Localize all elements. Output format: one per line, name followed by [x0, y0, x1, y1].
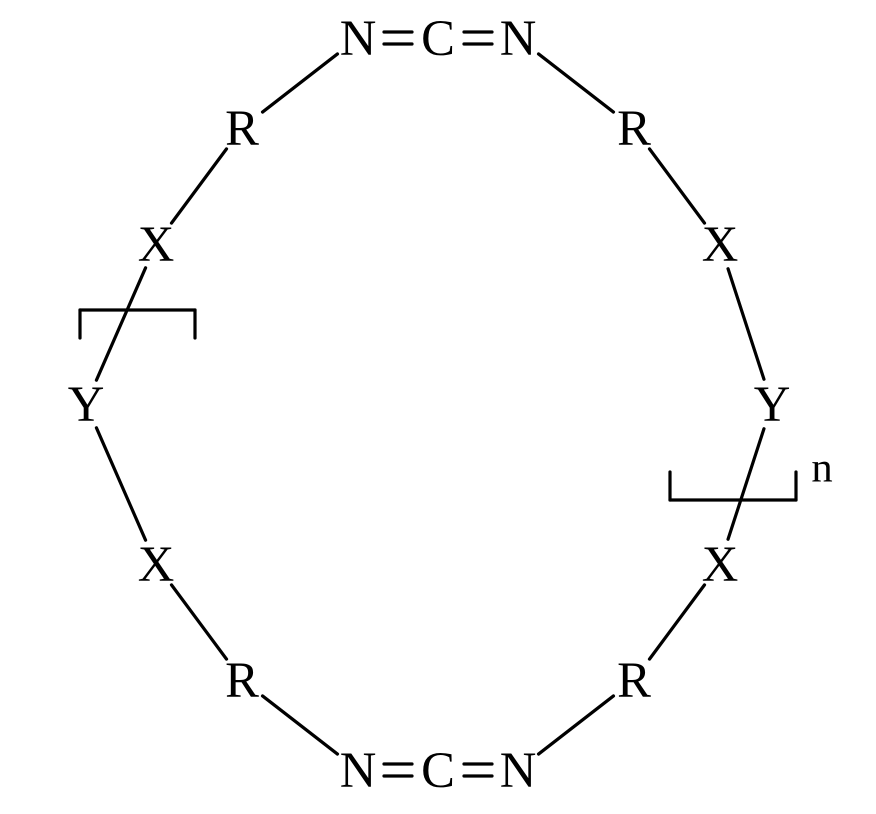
atom-r1: R	[225, 99, 259, 157]
atom-x3: X	[138, 535, 175, 593]
atom-n1: N	[340, 9, 377, 67]
atom-n4: N	[500, 741, 537, 799]
atom-c2: C	[421, 741, 455, 799]
chemical-structure-diagram: NCNRXYXRNCNRXYXRn	[0, 0, 876, 814]
repeat-subscript: n	[811, 444, 832, 493]
atom-n3: N	[340, 741, 377, 799]
atom-y2: Y	[754, 375, 791, 433]
atom-r3: R	[225, 651, 259, 709]
atom-x2: X	[702, 215, 739, 273]
atom-r2: R	[617, 99, 651, 157]
bracket-layer	[0, 0, 876, 814]
bond-layer	[0, 0, 876, 814]
atom-x1: X	[138, 215, 175, 273]
atom-c1: C	[421, 9, 455, 67]
atom-r4: R	[617, 651, 651, 709]
atom-y1: Y	[68, 375, 105, 433]
atom-n2: N	[500, 9, 537, 67]
atom-x4: X	[702, 535, 739, 593]
